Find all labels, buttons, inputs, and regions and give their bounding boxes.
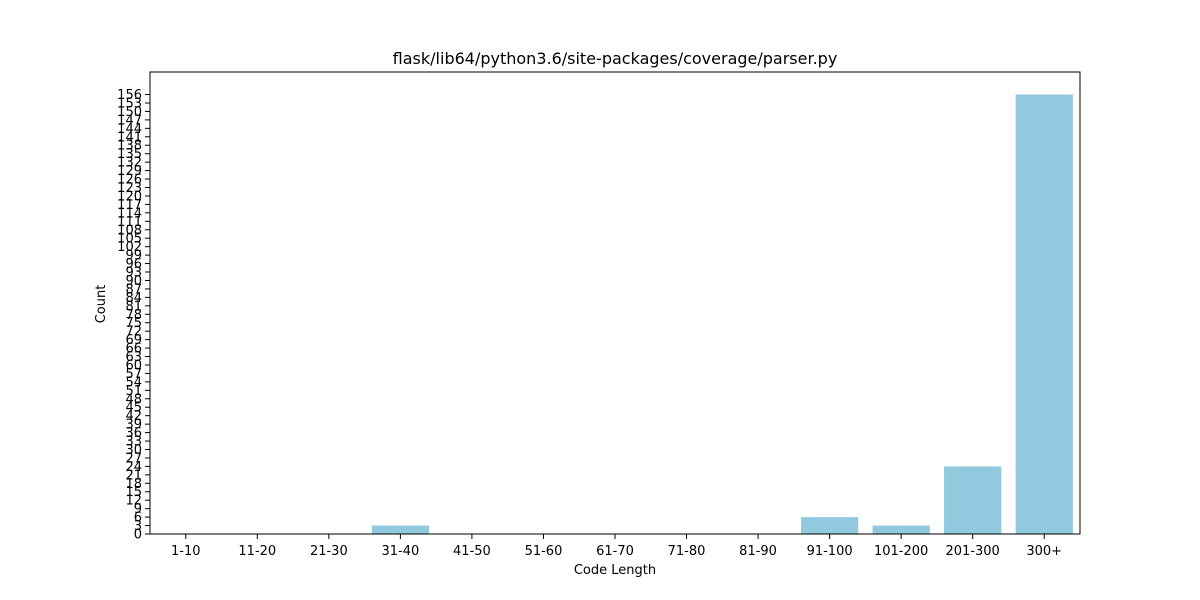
y-tick-label: 123: [117, 181, 142, 196]
y-tick-label: 108: [117, 223, 142, 238]
y-tick-label: 3: [134, 519, 142, 534]
y-tick-label: 6: [134, 511, 142, 526]
x-tick-label: 71-80: [668, 544, 706, 559]
y-tick-label: 60: [125, 358, 142, 373]
y-tick-label: 21: [125, 468, 142, 483]
y-tick-label: 126: [117, 173, 142, 188]
y-tick-label: 84: [125, 291, 142, 306]
y-tick-label: 0: [134, 528, 142, 543]
plot-frame: [149, 71, 1081, 535]
y-tick-label: 78: [125, 308, 142, 323]
y-tick-label: 144: [117, 122, 142, 137]
y-tick-label: 96: [125, 257, 142, 272]
bar-series: [371, 94, 1073, 534]
y-tick-label: 30: [125, 443, 142, 458]
y-tick-label: 18: [125, 477, 142, 492]
y-tick-label: 42: [125, 409, 142, 424]
y-tick-label: 24: [125, 460, 142, 475]
x-tick-label: 21-30: [310, 544, 348, 559]
y-tick-label: 75: [125, 316, 142, 331]
y-tick-label: 54: [125, 375, 142, 390]
y-tick-label: 90: [125, 274, 142, 289]
y-tick-label: 120: [117, 189, 142, 204]
x-tick-label: 51-60: [525, 544, 563, 559]
y-tick-label: 117: [117, 198, 142, 213]
y-tick-label: 66: [125, 342, 142, 357]
y-tick-label: 147: [117, 113, 142, 128]
y-tick-label: 33: [125, 435, 142, 450]
bar-91-100: [801, 517, 859, 534]
y-tick-label: 48: [125, 392, 142, 407]
bar-31-40: [371, 525, 429, 534]
y-tick-label: 27: [125, 451, 142, 466]
y-tick-label: 57: [125, 367, 142, 382]
y-tick-label: 9: [134, 502, 142, 517]
y-tick-label: 45: [125, 401, 142, 416]
x-tick-label: 201-300: [946, 544, 1000, 559]
y-tick-label: 87: [125, 282, 142, 297]
y-tick-label: 12: [125, 494, 142, 509]
y-tick-label: 105: [117, 232, 142, 247]
x-tick-label: 41-50: [453, 544, 491, 559]
y-tick-label: 39: [125, 418, 142, 433]
x-tick-label: 61-70: [596, 544, 634, 559]
y-tick-label: 111: [117, 215, 142, 230]
bar-300+: [1015, 94, 1073, 534]
x-tick-label: 1-10: [171, 544, 201, 559]
x-tick-label: 300+: [1026, 544, 1062, 559]
x-axis-ticks: 1-10 11-20 21-30 31-40 41-50 51-60 61-70 71-80 8…: [171, 534, 1062, 559]
y-tick-label: 132: [117, 156, 142, 171]
x-axis-label: Code Length: [574, 563, 656, 578]
bar-101-200: [872, 525, 930, 534]
x-tick-label: 11-20: [238, 544, 276, 559]
y-axis-ticks: 0369121518212427303336394245485154576063…: [117, 88, 150, 543]
y-tick-label: 102: [117, 240, 142, 255]
chart-title: flask/lib64/python3.6/site-packages/cove…: [393, 49, 838, 68]
y-tick-label: 141: [117, 130, 142, 145]
y-tick-label: 72: [125, 325, 142, 340]
x-tick-label: 81-90: [739, 544, 777, 559]
y-tick-label: 93: [125, 266, 142, 281]
y-tick-label: 51: [125, 384, 142, 399]
y-tick-label: 153: [117, 96, 142, 111]
y-tick-label: 15: [125, 485, 142, 500]
y-tick-label: 36: [125, 426, 142, 441]
x-tick-label: 31-40: [381, 544, 419, 559]
y-tick-label: 99: [125, 249, 142, 264]
y-axis-label: Count: [94, 285, 109, 324]
y-tick-label: 150: [117, 105, 142, 120]
y-tick-label: 81: [125, 299, 142, 314]
bar-201-300: [944, 466, 1002, 534]
y-tick-label: 156: [117, 88, 142, 103]
x-tick-label: 101-200: [874, 544, 928, 559]
x-tick-label: 91-100: [807, 544, 853, 559]
y-tick-label: 138: [117, 139, 142, 154]
y-tick-label: 129: [117, 164, 142, 179]
y-tick-label: 69: [125, 333, 142, 348]
y-tick-label: 63: [125, 350, 142, 365]
y-tick-label: 135: [117, 147, 142, 162]
y-tick-label: 114: [117, 206, 142, 221]
